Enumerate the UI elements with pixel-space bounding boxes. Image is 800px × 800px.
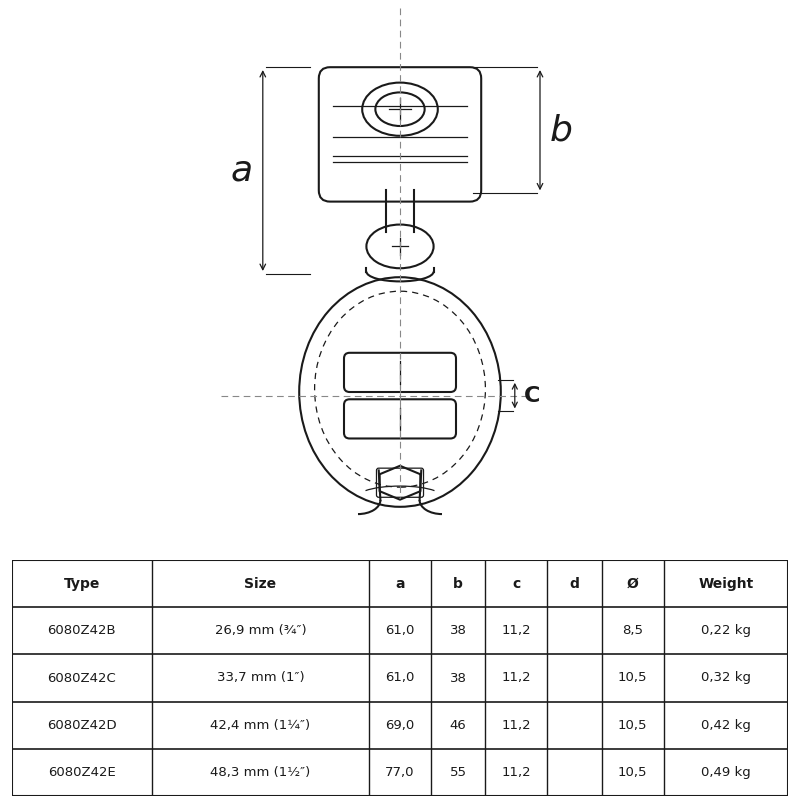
Text: a: a bbox=[395, 577, 405, 590]
Text: 0,22 kg: 0,22 kg bbox=[701, 624, 751, 638]
Text: 11,2: 11,2 bbox=[502, 671, 531, 685]
Text: d: d bbox=[570, 577, 579, 590]
Text: Weight: Weight bbox=[698, 577, 754, 590]
Text: 10,5: 10,5 bbox=[618, 718, 647, 732]
Text: 0,49 kg: 0,49 kg bbox=[701, 766, 750, 779]
Text: 11,2: 11,2 bbox=[502, 718, 531, 732]
Text: 0,32 kg: 0,32 kg bbox=[701, 671, 751, 685]
Text: 55: 55 bbox=[450, 766, 466, 779]
Text: 6080Z42B: 6080Z42B bbox=[47, 624, 116, 638]
Text: 10,5: 10,5 bbox=[618, 671, 647, 685]
Text: Size: Size bbox=[244, 577, 276, 590]
Text: 0,42 kg: 0,42 kg bbox=[701, 718, 751, 732]
Text: c: c bbox=[512, 577, 521, 590]
Text: 6080Z42E: 6080Z42E bbox=[48, 766, 116, 779]
Text: 38: 38 bbox=[450, 624, 466, 638]
Text: 61,0: 61,0 bbox=[386, 671, 414, 685]
Text: b: b bbox=[550, 114, 573, 147]
Text: 46: 46 bbox=[450, 718, 466, 732]
Text: C: C bbox=[523, 386, 540, 406]
Text: 33,7 mm (1″): 33,7 mm (1″) bbox=[217, 671, 304, 685]
Text: Type: Type bbox=[64, 577, 100, 590]
Text: 61,0: 61,0 bbox=[386, 624, 414, 638]
Text: 11,2: 11,2 bbox=[502, 766, 531, 779]
Text: b: b bbox=[454, 577, 463, 590]
Text: 6080Z42D: 6080Z42D bbox=[47, 718, 117, 732]
Text: 6080Z42C: 6080Z42C bbox=[47, 671, 116, 685]
Text: 48,3 mm (1½″): 48,3 mm (1½″) bbox=[210, 766, 310, 779]
Text: 11,2: 11,2 bbox=[502, 624, 531, 638]
Text: 26,9 mm (¾″): 26,9 mm (¾″) bbox=[214, 624, 306, 638]
Text: 38: 38 bbox=[450, 671, 466, 685]
Text: a: a bbox=[230, 154, 253, 187]
Text: 69,0: 69,0 bbox=[386, 718, 414, 732]
Text: Ø: Ø bbox=[627, 577, 638, 590]
Text: 77,0: 77,0 bbox=[386, 766, 414, 779]
Text: 8,5: 8,5 bbox=[622, 624, 643, 638]
Text: 10,5: 10,5 bbox=[618, 766, 647, 779]
Text: 42,4 mm (1¼″): 42,4 mm (1¼″) bbox=[210, 718, 310, 732]
